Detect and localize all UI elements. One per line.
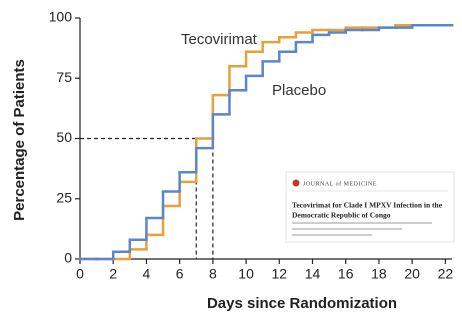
inset-headline: Democratic Republic of Congo (292, 211, 391, 220)
y-tick-label: 100 (49, 9, 73, 25)
chart: Percentage of Patients Days since Random… (0, 0, 462, 318)
inset-journal: JOURNAL of MEDICINE (303, 180, 377, 187)
x-tick-label: 4 (143, 266, 151, 282)
x-tick-label: 6 (176, 266, 184, 282)
x-tick-label: 2 (109, 266, 117, 282)
x-tick-label: 20 (404, 266, 420, 282)
inset-headline: Tecovirimat for Clade I MPXV Infection i… (292, 201, 443, 210)
y-axis-title: Percentage of Patients (11, 59, 28, 221)
x-axis-title: Days since Randomization (207, 295, 397, 312)
y-tick-label: 0 (64, 250, 72, 266)
inset-textline (292, 228, 402, 230)
y-tick-label: 50 (56, 129, 72, 145)
series-label: Tecovirimat (181, 31, 258, 48)
x-tick-label: 14 (305, 266, 321, 282)
y-tick-label: 25 (56, 189, 72, 205)
inset-textline (292, 222, 432, 224)
x-tick-label: 0 (76, 266, 84, 282)
x-tick-label: 8 (209, 266, 217, 282)
x-tick-label: 18 (371, 266, 387, 282)
page: {"chart_data": { "type": "step", "y_labe… (0, 0, 462, 318)
x-tick-label: 10 (238, 266, 254, 282)
x-tick-label: 22 (438, 266, 454, 282)
x-tick-label: 16 (338, 266, 354, 282)
inset-textline (292, 234, 372, 236)
inset-article: JOURNAL of MEDICINE Tecovirimat for Clade… (286, 172, 454, 242)
y-tick-label: 75 (56, 69, 72, 85)
x-tick-label: 12 (271, 266, 287, 282)
inset-logo (293, 180, 300, 187)
series-label: Placebo (272, 82, 326, 99)
